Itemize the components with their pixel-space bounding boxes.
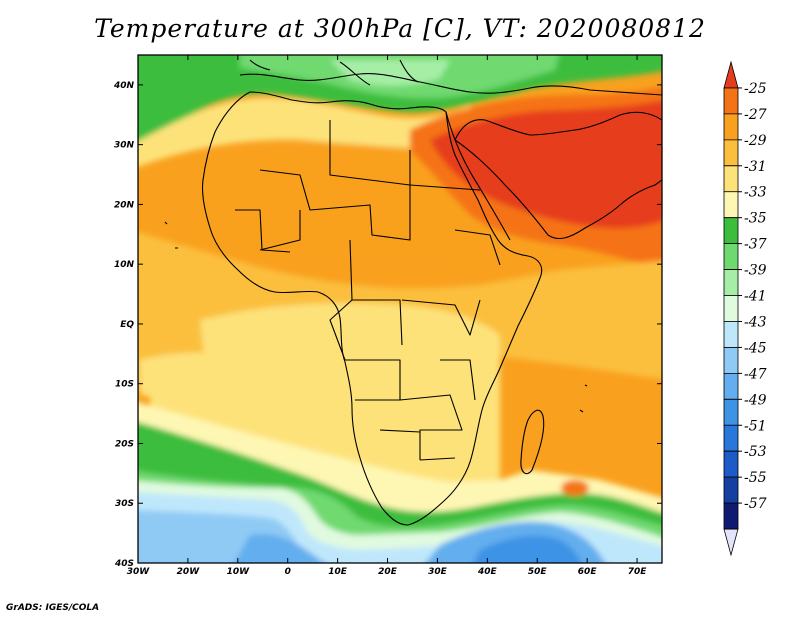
colorbar-swatch [723, 269, 739, 296]
colorbar-label: -27 [744, 107, 767, 123]
colorbar-label: -53 [744, 444, 767, 460]
lon-tick-label: 20W [177, 567, 201, 577]
map-title: Temperature at 300hPa [C], VT: 202008081… [94, 14, 706, 43]
lat-tick-label: 40S [114, 559, 134, 569]
colorbar-swatch [723, 113, 739, 141]
coastlines [164, 59, 662, 526]
colorbar-swatch [723, 424, 739, 452]
grads-credit: GrADS: IGES/COLA [6, 603, 100, 613]
colorbar-swatch [723, 372, 739, 400]
lat-tick-label: 20S [115, 439, 134, 449]
colorbar-label: -33 [744, 185, 767, 201]
colorbar-swatch [723, 528, 739, 557]
latitude-axis: 40N 30N 20N 10N EQ 10S 20S 30S 40S [113, 81, 662, 569]
colorbar-swatch [723, 139, 739, 167]
lon-tick-label: 50E [528, 567, 548, 577]
colorbar-swatch [723, 60, 739, 89]
lon-tick-label: 40E [477, 567, 498, 577]
colorbar-swatch [723, 191, 739, 219]
colorbar: -25 -27 -29 -31 -33 -35 -37 -39 -41 -43 -45 -47 -49 -… [723, 60, 767, 557]
colorbar-swatch [723, 347, 739, 374]
colorbar-swatch [723, 87, 739, 115]
lat-tick-label: 40N [113, 81, 135, 91]
colorbar-label: -39 [744, 263, 767, 279]
lon-tick-label: 70E [628, 567, 648, 577]
colorbar-label: -41 [744, 289, 767, 305]
colorbar-label: -45 [744, 340, 767, 356]
temperature-field [138, 55, 662, 563]
colorbar-label: -51 [744, 418, 767, 434]
colorbar-swatch [723, 217, 739, 245]
colorbar-swatch [723, 502, 739, 530]
lon-tick-label: 30E [428, 567, 448, 577]
colorbar-swatch [723, 243, 739, 270]
lon-tick-label: 20E [378, 567, 398, 577]
colorbar-label: -55 [744, 470, 767, 486]
lon-tick-label: 60E [578, 567, 598, 577]
lat-tick-label: 30S [115, 499, 134, 509]
colorbar-swatch [723, 321, 739, 348]
lon-tick-label: 30W [127, 567, 151, 577]
lat-tick-label: 10N [114, 260, 135, 270]
lat-tick-label: 20N [114, 200, 135, 210]
colorbar-label: -47 [744, 366, 767, 382]
colorbar-swatch [723, 398, 739, 426]
lon-tick-label: 10E [328, 567, 348, 577]
map-frame [137, 54, 663, 564]
colorbar-label: -31 [744, 159, 767, 175]
lat-tick-label: 10S [115, 380, 134, 390]
lat-tick-label: EQ [120, 320, 134, 330]
colorbar-swatch [723, 295, 739, 322]
lon-tick-label: 0 [285, 567, 291, 577]
colorbar-label: -43 [744, 314, 767, 330]
colorbar-label: -49 [744, 392, 767, 408]
longitude-axis: 30W 20W 10W 0 10E 20E 30E 40E 50E 60E 70E [127, 55, 647, 577]
colorbar-label: -35 [744, 211, 767, 227]
colorbar-swatch [723, 476, 739, 504]
colorbar-label: -25 [744, 81, 767, 97]
colorbar-label: -29 [744, 133, 767, 149]
colorbar-label: -57 [744, 496, 767, 512]
colorbar-label: -37 [744, 237, 767, 253]
colorbar-swatch [723, 165, 739, 193]
lon-tick-label: 10W [227, 567, 251, 577]
colorbar-swatch [723, 450, 739, 478]
lat-tick-label: 30N [114, 141, 135, 151]
